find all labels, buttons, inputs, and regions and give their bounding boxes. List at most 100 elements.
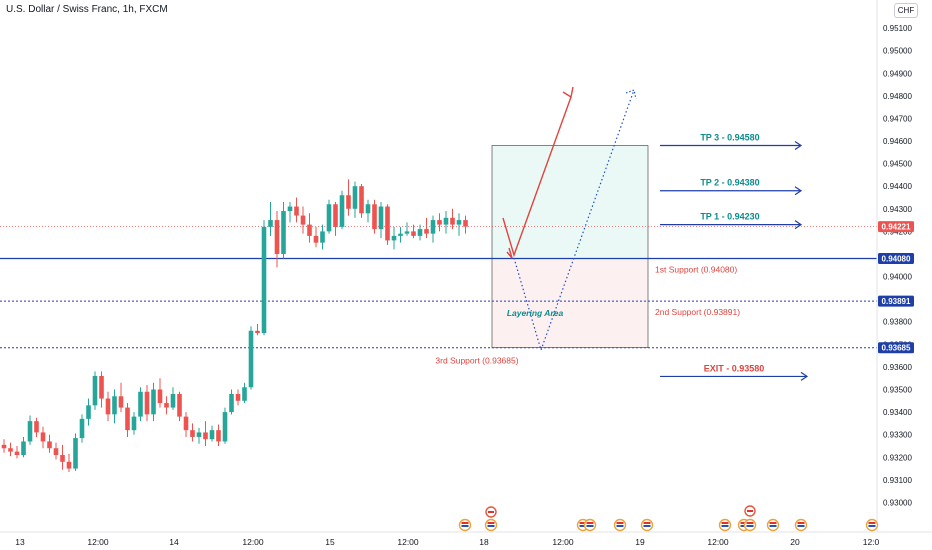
candle-body	[216, 430, 221, 442]
candle-body	[229, 394, 234, 413]
candle	[216, 424, 221, 446]
time-tick-label: 13	[15, 537, 25, 547]
candle-body	[66, 461, 72, 469]
candle-body	[27, 421, 33, 442]
candle	[450, 208, 455, 230]
candle-body	[8, 448, 13, 452]
price-tick-label: 0.94300	[883, 205, 912, 214]
candle-body	[365, 204, 371, 214]
annotations-layer: TP 3 - 0.94580 TP 2 - 0.94380 TP 1 - 0.942…	[435, 133, 809, 381]
event-flag-stripe	[746, 522, 754, 524]
price-tick-label: 0.93600	[883, 363, 912, 372]
time-tick-label: 12:00	[242, 537, 264, 547]
candle-body	[190, 430, 195, 437]
candle	[229, 389, 234, 415]
price-tick-label: 0.94000	[883, 273, 912, 282]
price-tag: 0.93685	[878, 342, 914, 354]
drawings-layer	[502, 86, 637, 352]
price-tag: 0.94221	[878, 221, 914, 233]
candle	[14, 445, 20, 459]
candle-body	[209, 430, 215, 440]
time-tick-label: 18	[479, 537, 489, 547]
candle-body	[164, 403, 169, 408]
economic-event-icon	[484, 518, 498, 532]
candle	[287, 202, 293, 223]
candle	[60, 444, 65, 470]
candle	[235, 389, 241, 406]
candle-body	[196, 432, 202, 437]
candle	[86, 398, 91, 426]
candle	[424, 217, 429, 239]
candle	[391, 226, 397, 250]
price-tag: 0.94080	[878, 252, 914, 264]
tp-label: TP 1 - 0.94230	[700, 212, 759, 222]
candle-body	[463, 220, 468, 227]
candle	[248, 326, 254, 390]
candle	[196, 427, 202, 444]
candle-body	[183, 416, 189, 431]
candle-body	[222, 412, 228, 442]
layering-zone	[491, 258, 649, 349]
tp-label: TP 3 - 0.94580	[700, 133, 759, 143]
currency-button[interactable]: CHF	[894, 3, 918, 18]
candle-body	[417, 229, 423, 236]
candle	[346, 179, 351, 216]
candle	[463, 215, 468, 234]
candle	[352, 181, 358, 218]
candle	[430, 215, 436, 243]
time-tick-label: 15	[325, 537, 335, 547]
time-tick-label: 14	[169, 537, 179, 547]
candle	[385, 204, 390, 245]
tp-arrowhead	[794, 220, 803, 230]
candle	[99, 371, 104, 408]
event-flag-stripe	[747, 510, 753, 512]
time-tick-label: 12:00	[87, 537, 109, 547]
candle	[21, 436, 26, 458]
candle	[359, 183, 364, 218]
candle	[417, 224, 423, 241]
price-tag-label: 0.93891	[882, 297, 911, 306]
event-flag-stripe	[868, 522, 876, 524]
candle-body	[151, 389, 156, 415]
price-tick-label: 0.93100	[883, 476, 912, 485]
candle	[222, 407, 228, 444]
candle-body	[307, 224, 312, 236]
time-tick-label: 19	[635, 537, 645, 547]
time-tick-label: 12:00	[397, 537, 419, 547]
candle	[398, 226, 403, 243]
candle-body	[398, 233, 403, 236]
price-tick-label: 0.94700	[883, 114, 912, 123]
event-flag-stripe	[579, 522, 587, 524]
price-tick-label: 0.93200	[883, 453, 912, 462]
candle-body	[320, 231, 325, 243]
candle-body	[73, 438, 78, 469]
candle-body	[404, 231, 410, 234]
candle	[261, 220, 267, 336]
candle-body	[177, 394, 182, 417]
exit-label: EXIT - 0.93580	[704, 363, 765, 373]
candle	[170, 387, 176, 410]
price-tick-label: 0.94900	[883, 69, 912, 78]
exit-arrowhead	[800, 371, 809, 381]
candle	[411, 224, 416, 239]
candle-body	[424, 229, 429, 234]
candle	[164, 396, 169, 415]
red-trade-arrow	[502, 96, 572, 258]
event-flag-stripe	[740, 522, 748, 524]
candle-body	[339, 195, 345, 227]
candle-body	[346, 195, 351, 209]
candle	[66, 453, 72, 472]
candle-body	[14, 451, 20, 456]
event-flag-stripe	[643, 522, 651, 524]
economic-event-icon	[583, 518, 597, 532]
price-tick-label: 0.94800	[883, 92, 912, 101]
profit-zone	[491, 145, 649, 259]
event-markers-layer	[458, 505, 879, 532]
candle	[456, 213, 462, 236]
time-axis: 13 12:00 14 12:00 15 12:00 18 12:00 19 12:00 20 12:…	[0, 531, 932, 547]
economic-event-icon	[794, 518, 808, 532]
candle	[177, 391, 182, 422]
candle	[274, 211, 280, 268]
